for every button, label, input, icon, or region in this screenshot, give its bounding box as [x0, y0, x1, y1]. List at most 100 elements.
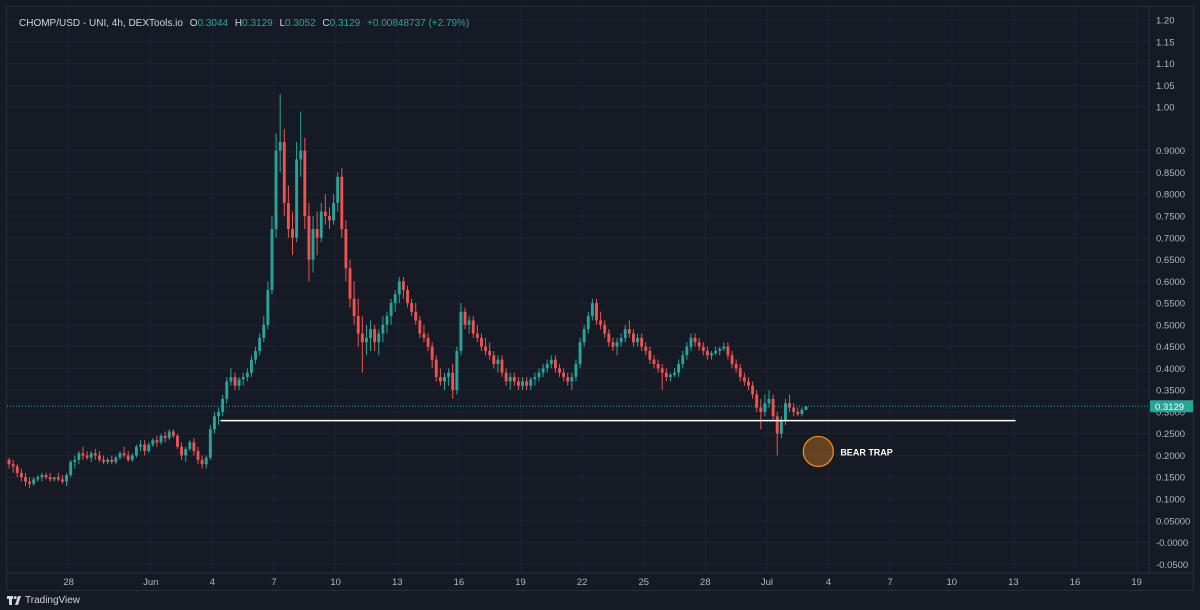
time-tick-label: 4	[826, 577, 831, 588]
candle	[586, 311, 590, 334]
candle	[24, 472, 27, 486]
candle-body	[418, 320, 422, 334]
candle-body	[73, 459, 77, 462]
candle	[582, 324, 586, 347]
candle	[139, 440, 142, 452]
candle-body	[89, 453, 93, 458]
candle-body	[406, 290, 409, 304]
candle	[578, 337, 582, 369]
candle	[319, 202, 323, 243]
tradingview-logo[interactable]: TradingView	[7, 595, 80, 606]
candle-body	[397, 281, 401, 295]
price-tick-label: 0.1500	[1156, 473, 1185, 484]
candle	[438, 368, 442, 386]
candle-body	[155, 440, 159, 443]
candle	[397, 276, 401, 304]
last-price-label: 0.3129	[1155, 402, 1184, 413]
candle-body	[299, 150, 303, 160]
candle-body	[258, 337, 262, 351]
candle	[85, 451, 89, 460]
candle	[788, 394, 791, 412]
candle	[52, 477, 56, 482]
candle-body	[208, 429, 212, 458]
candle-body	[578, 342, 582, 365]
candle	[77, 451, 81, 465]
candle-body	[348, 268, 352, 299]
candle-body	[701, 346, 705, 351]
candle	[422, 324, 426, 343]
candle	[590, 298, 594, 321]
candle	[434, 355, 438, 382]
candle	[640, 333, 644, 351]
candle	[365, 324, 368, 356]
candle-body	[558, 368, 561, 373]
candle-body	[401, 281, 405, 290]
candle-body	[171, 431, 175, 436]
candle	[508, 372, 512, 391]
candle-body	[303, 150, 307, 216]
candle-body	[28, 481, 32, 484]
candle-body	[455, 350, 459, 391]
candle	[615, 337, 619, 356]
candle	[656, 359, 660, 373]
candle	[496, 355, 500, 373]
candle	[97, 451, 101, 462]
candle-body	[295, 159, 299, 238]
candle-body	[726, 346, 730, 356]
candle	[134, 444, 138, 458]
price-axis: 1.20 1.15 1.10 1.05 1.00 0.9000 0.8500 0.8000 0.…	[1148, 7, 1193, 590]
candle	[303, 137, 307, 230]
candle-body	[562, 372, 566, 378]
candle	[521, 377, 524, 391]
candle	[455, 346, 459, 395]
candle-body	[147, 444, 151, 452]
candle-body	[266, 290, 270, 325]
bear-trap-label: BEAR TRAP	[840, 447, 893, 457]
time-tick-label: 22	[577, 577, 588, 588]
candle-body	[603, 324, 607, 334]
candle-body	[582, 329, 586, 343]
candle	[180, 442, 184, 460]
candle	[344, 220, 348, 282]
candle-body	[508, 377, 512, 382]
candle-body	[254, 350, 257, 360]
candle	[352, 281, 356, 325]
candle-body	[52, 477, 56, 480]
candle	[451, 364, 455, 399]
time-tick-label: 13	[392, 577, 403, 588]
candle	[525, 377, 529, 391]
price-tick-label: 0.3000	[1156, 407, 1185, 418]
candle-body	[771, 398, 775, 417]
candle	[274, 133, 278, 238]
price-chart[interactable]: BEAR TRAP 1.20 1.15 1.10 1.05 1.00 0.9000 0.85…	[7, 7, 1194, 591]
time-tick-label: 7	[888, 577, 893, 588]
candle-body	[648, 350, 652, 360]
candle	[151, 438, 155, 447]
candle-body	[488, 350, 492, 356]
symbol-legend: CHOMP/USD - UNI, 4h, DEXTools.io O0.3044…	[19, 18, 469, 29]
candle	[225, 377, 229, 404]
candle-body	[315, 229, 319, 238]
candle-body	[500, 359, 504, 373]
candle	[332, 194, 336, 225]
candle-body	[763, 403, 767, 412]
candle	[693, 333, 697, 347]
candle-body	[221, 398, 225, 412]
price-tick-label: 0.9000	[1156, 146, 1185, 157]
candle-body	[369, 329, 372, 338]
candle	[167, 429, 171, 441]
candle	[755, 390, 759, 412]
chart-frame[interactable]: BEAR TRAP 1.20 1.15 1.10 1.05 1.00 0.9000 0.85…	[6, 6, 1194, 591]
candle	[65, 472, 69, 486]
candle-body	[619, 337, 623, 343]
candle	[623, 324, 627, 343]
candle-body	[710, 353, 713, 356]
candle	[163, 431, 167, 443]
candle	[500, 355, 504, 378]
tradingview-icon	[7, 596, 21, 605]
candle	[796, 407, 800, 417]
candle-body	[796, 411, 800, 415]
candle	[373, 324, 377, 351]
candle-body	[225, 381, 229, 399]
candle-body	[422, 333, 426, 338]
